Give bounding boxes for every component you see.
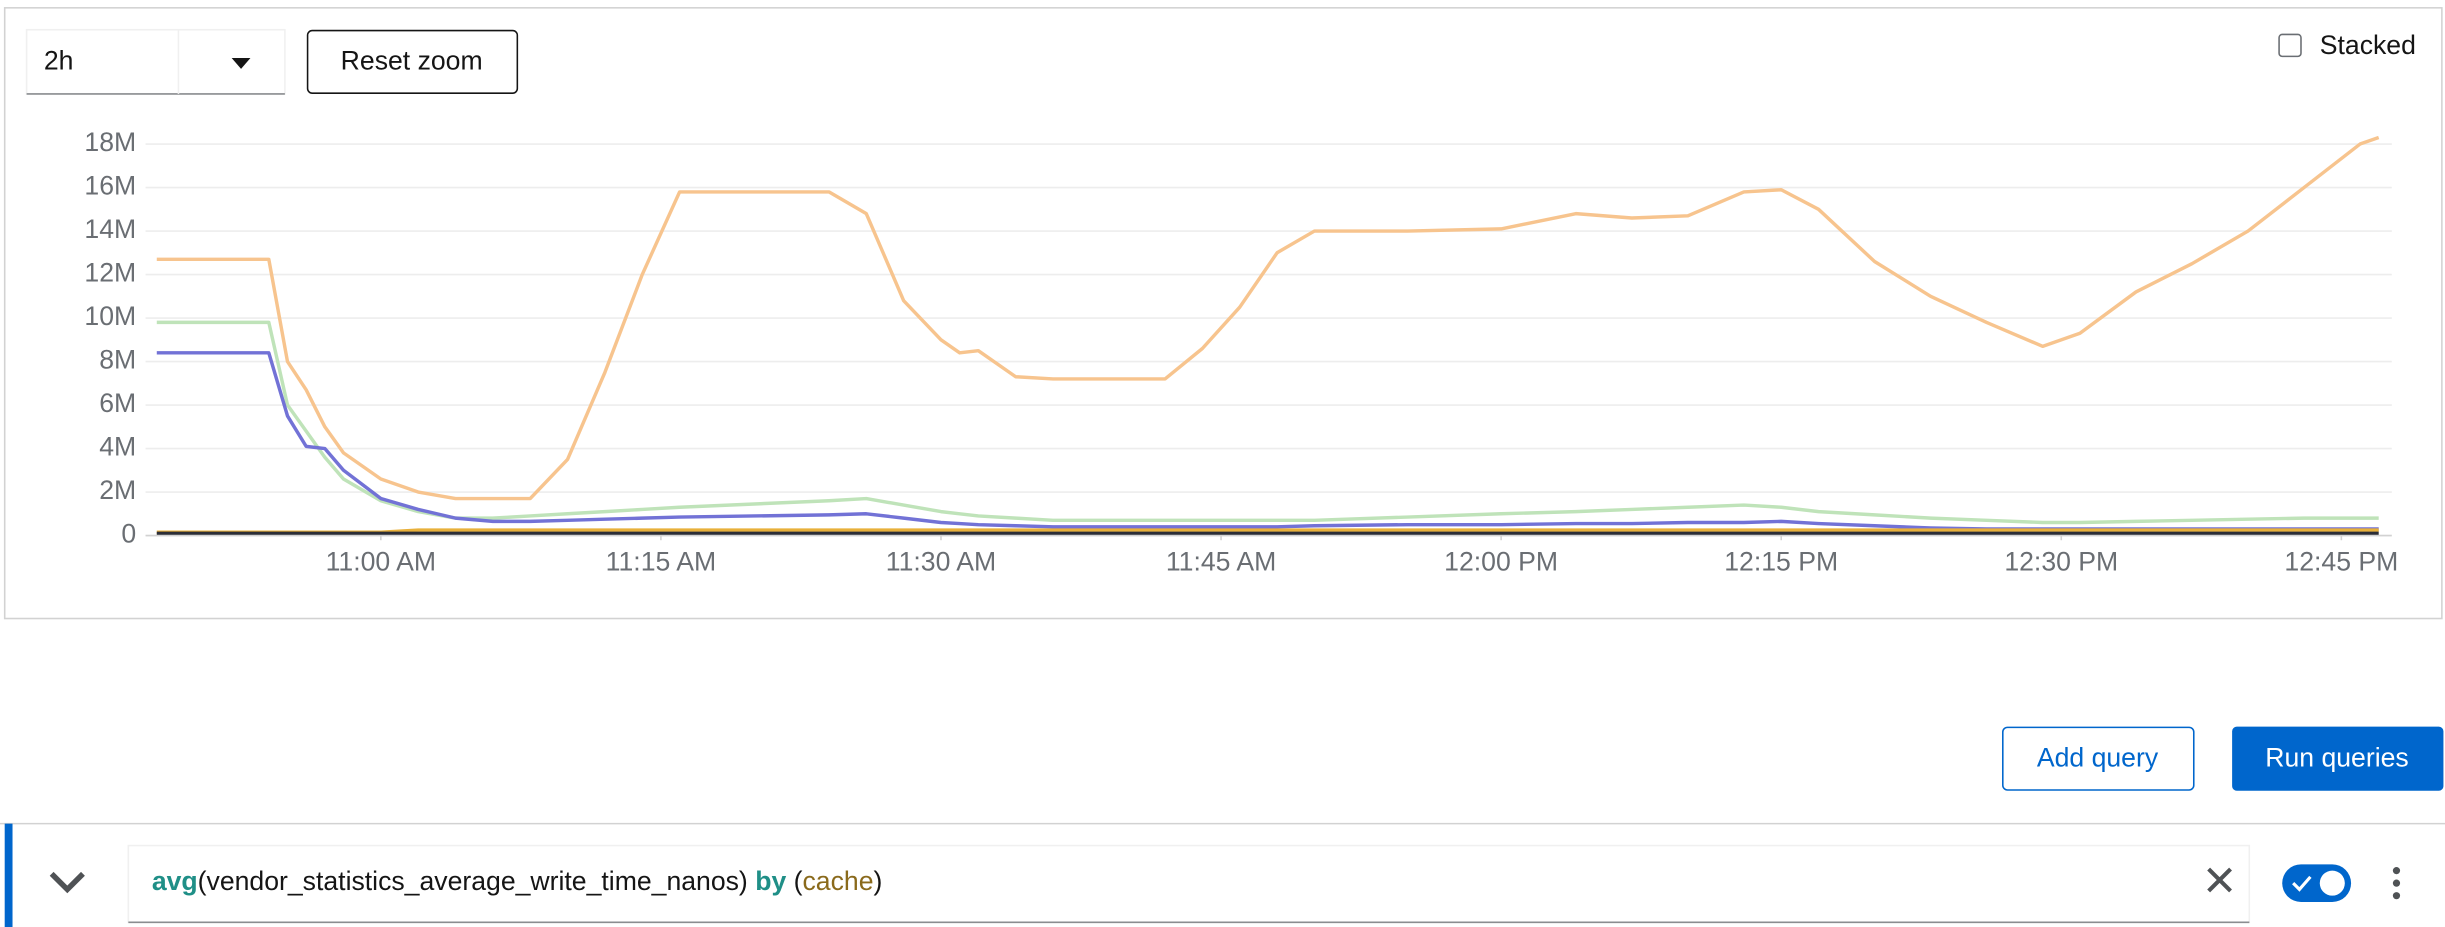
- y-tick-label: 18M: [84, 127, 136, 157]
- query-token: by: [755, 866, 786, 896]
- reset-zoom-label[interactable]: Reset zoom: [341, 46, 483, 76]
- kebab-dot[interactable]: [2392, 867, 2401, 875]
- x-tick-label: 12:45 PM: [2284, 547, 2398, 577]
- kebab-menu[interactable]: [2392, 867, 2401, 900]
- range-value[interactable]: 2h: [44, 46, 74, 76]
- clear-query[interactable]: [2207, 867, 2232, 893]
- y-tick-label: 14M: [84, 214, 136, 244]
- caret[interactable]: [231, 57, 251, 69]
- y-tick-label: 12M: [84, 258, 136, 288]
- collapse-chevron[interactable]: [49, 871, 85, 894]
- toggle-knob[interactable]: [2319, 870, 2345, 896]
- query-token: (: [786, 866, 802, 896]
- plot: 0 2M 4M 6M 8M 10M 12M 14M 16M 18M 11:00 AM 11:15 AM…: [84, 127, 2398, 577]
- toggle-check: [2292, 875, 2312, 892]
- run-queries-button[interactable]: [2232, 726, 2444, 791]
- add-query-label[interactable]: Add query: [2037, 742, 2159, 772]
- y-tick-label: 4M: [99, 432, 136, 462]
- query-token: (vendor_statistics_average_write_time_na…: [198, 866, 756, 896]
- query-input[interactable]: [127, 844, 2251, 924]
- y-tick-label: 16M: [84, 171, 136, 201]
- y-tick-label: 10M: [84, 301, 136, 331]
- kebab-dot[interactable]: [2392, 879, 2401, 887]
- y-tick-label: 8M: [99, 345, 136, 375]
- x-tick-label: 11:30 AM: [886, 547, 996, 577]
- y-tick-label: 2M: [99, 475, 136, 505]
- query-text[interactable]: avg(vendor_statistics_average_write_time…: [152, 866, 883, 896]
- x-tick-label: 11:15 AM: [606, 547, 716, 577]
- x-tick-label: 11:00 AM: [326, 547, 436, 577]
- series-line: [156, 320, 2379, 525]
- y-tick-label: 6M: [99, 388, 136, 418]
- query-token: ): [874, 866, 883, 896]
- x-tick-label: 11:45 AM: [1166, 547, 1276, 577]
- row-accent: [4, 823, 13, 927]
- reset-zoom-button[interactable]: [306, 29, 519, 94]
- range-select[interactable]: 2h: [25, 28, 286, 95]
- stacked-checkbox[interactable]: [2278, 33, 2302, 58]
- query-token: cache: [803, 866, 874, 896]
- run-queries-label[interactable]: Run queries: [2265, 742, 2408, 772]
- series-line: [156, 135, 2380, 501]
- y-tick-label: 0: [121, 519, 136, 549]
- x-tick-label: 12:15 PM: [1724, 547, 1838, 577]
- series-line: [156, 528, 2379, 534]
- stacked-label[interactable]: Stacked: [2320, 30, 2416, 60]
- kebab-dot[interactable]: [2392, 892, 2401, 900]
- add-query-button[interactable]: [2002, 726, 2195, 791]
- query-token: avg: [152, 866, 198, 896]
- x-tick-label: 12:30 PM: [2004, 547, 2118, 577]
- x-tick-label: 12:00 PM: [1444, 547, 1558, 577]
- chart-panel: [3, 7, 2443, 620]
